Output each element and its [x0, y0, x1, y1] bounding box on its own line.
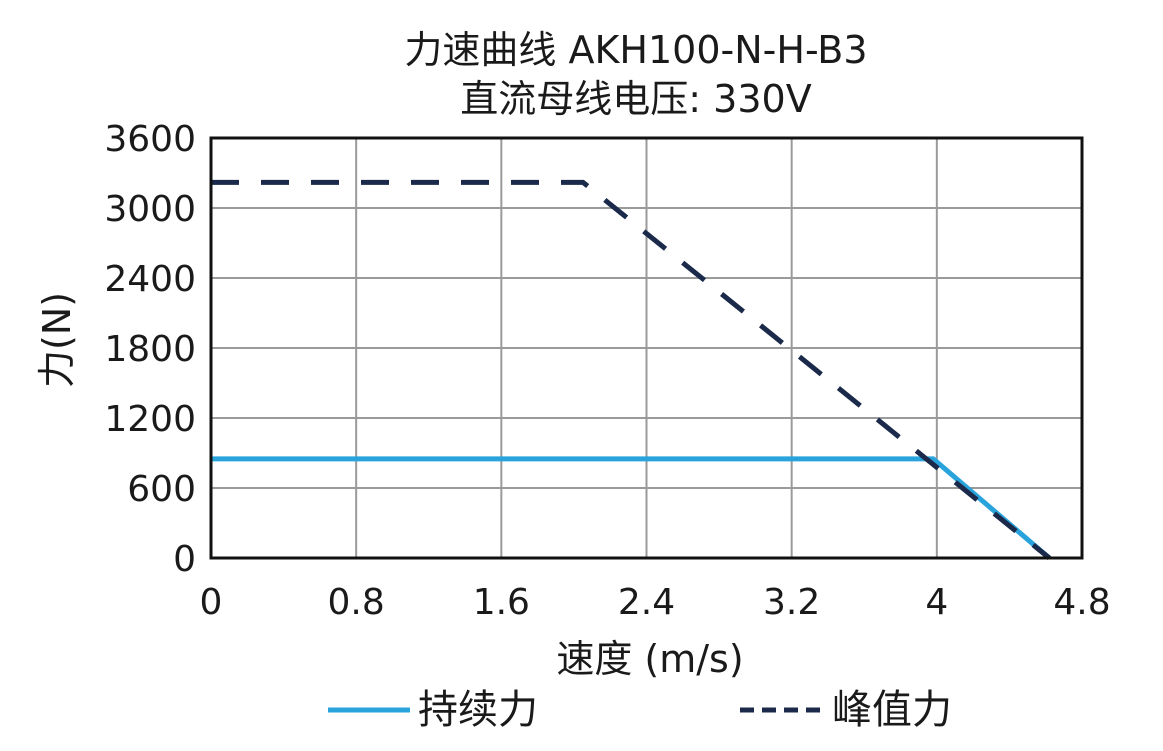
tick-labels: 0 0.8 1.6 2.4 3.2 4 4.8 0 600 1200 1800 2400 3000 360… [104, 119, 1110, 623]
legend-label-peak: 峰值力 [832, 687, 952, 733]
x-axis-label: 速度 (m/s) [556, 637, 743, 681]
plot-area-frame [209, 136, 1084, 560]
x-tick-label: 2.4 [618, 582, 675, 623]
legend: 持续力 峰值力 [328, 687, 952, 733]
y-axis-label: 力(N) [35, 292, 79, 388]
x-tick-label: 4.8 [1053, 582, 1110, 623]
y-tick-label: 600 [127, 469, 196, 510]
y-tick-label: 1800 [104, 329, 196, 370]
y-tick-label: 2400 [104, 259, 196, 300]
chart-title: 力速曲线 AKH100-N-H-B3 [404, 28, 867, 72]
y-tick-label: 3000 [104, 189, 196, 230]
chart-subtitle: 直流母线电压: 330V [460, 77, 811, 121]
x-tick-label: 4 [925, 582, 948, 623]
grid-lines [210, 137, 1083, 559]
legend-label-continuous: 持续力 [418, 687, 538, 733]
x-tick-label: 1.6 [473, 582, 530, 623]
x-tick-label: 0.8 [328, 582, 385, 623]
y-tick-label: 3600 [104, 119, 196, 160]
x-tick-label: 0 [200, 582, 223, 623]
y-tick-label: 1200 [104, 399, 196, 440]
y-tick-label: 0 [173, 539, 196, 580]
series-lines [211, 179, 1051, 560]
x-tick-label: 3.2 [763, 582, 820, 623]
series-line-continuous-force [211, 456, 1051, 560]
series-line-peak-force [211, 179, 1051, 560]
